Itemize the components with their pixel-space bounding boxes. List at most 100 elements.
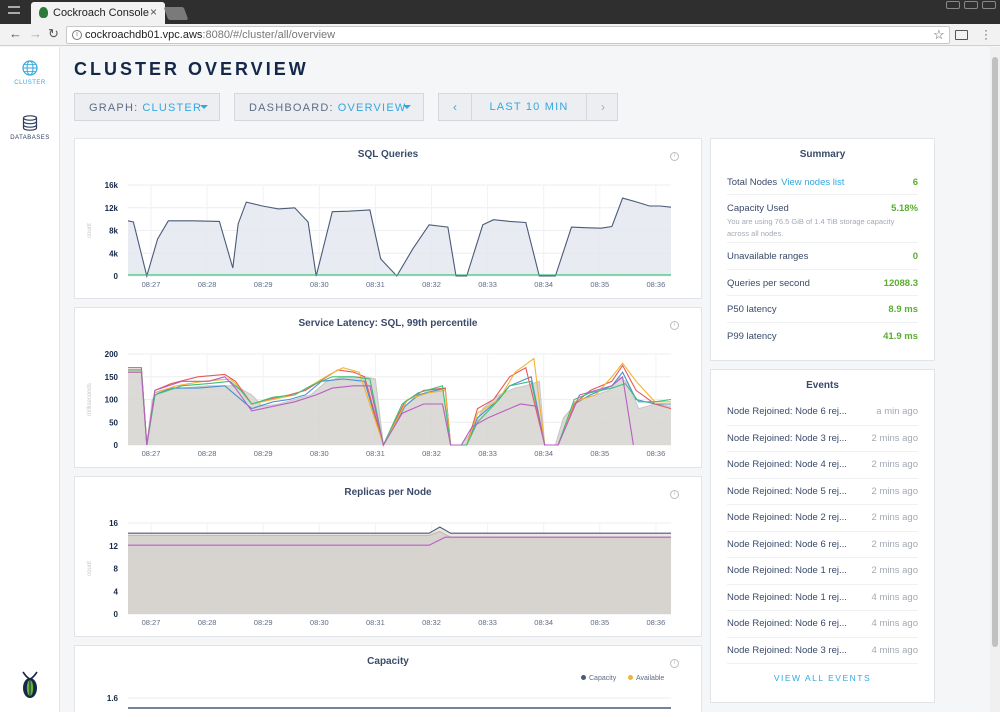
title-bar: Cockroach Console ×: [0, 0, 1000, 24]
summary-row-p50: P50 latency 8.9 ms: [727, 296, 918, 323]
y-tick-label: 150: [105, 373, 119, 382]
x-tick-label: 08:30: [310, 618, 329, 627]
x-tick-label: 08:29: [254, 280, 273, 289]
x-tick-label: 08:27: [142, 280, 161, 289]
page-scrollbar[interactable]: [990, 47, 1000, 712]
event-row[interactable]: Node Rejoined: Node 6 rej... 2 mins ago: [727, 532, 918, 558]
y-tick-label: 8: [114, 565, 119, 574]
time-range-selector: ‹ LAST 10 MIN ›: [438, 93, 618, 121]
info-icon[interactable]: i: [670, 321, 679, 330]
graph-dropdown[interactable]: GRAPH: CLUSTER: [74, 93, 220, 121]
event-time: 4 mins ago: [871, 618, 918, 629]
site-info-icon[interactable]: i: [72, 30, 82, 40]
url-input[interactable]: i cockroachdb01.vpc.aws:8080/#/cluster/a…: [66, 26, 950, 44]
dashboard-dropdown[interactable]: DASHBOARD: OVERVIEW: [234, 93, 424, 121]
chart-title: Service Latency: SQL, 99th percentile: [298, 318, 478, 329]
time-prev-button[interactable]: ‹: [453, 100, 457, 114]
chart-title: Replicas per Node: [344, 487, 432, 498]
minimize-window-icon[interactable]: [946, 1, 960, 9]
series-line: [128, 536, 671, 546]
browser-menu-icon[interactable]: · · ·: [984, 23, 988, 45]
x-tick-label: 08:34: [534, 449, 553, 458]
x-tick-label: 08:35: [590, 449, 609, 458]
summary-label: Queries per second: [727, 277, 810, 289]
event-row[interactable]: Node Rejoined: Node 3 rej... 4 mins ago: [727, 638, 918, 664]
cockroach-logo-icon[interactable]: [17, 670, 43, 700]
summary-value: 0: [912, 251, 918, 262]
event-row[interactable]: Node Rejoined: Node 6 rej... a min ago: [727, 399, 918, 426]
y-tick-label: 100: [105, 396, 119, 405]
summary-panel: Summary Total Nodes View nodes list 6 Cap…: [710, 138, 935, 361]
sidebar: CLUSTER DATABASES: [0, 47, 60, 712]
time-next-button[interactable]: ›: [601, 100, 605, 114]
chevron-down-icon: [403, 105, 411, 109]
chart-title: SQL Queries: [357, 149, 419, 160]
event-time: 2 mins ago: [871, 432, 918, 444]
cast-icon[interactable]: [955, 30, 968, 40]
summary-title: Summary: [799, 149, 846, 160]
x-tick-label: 08:27: [142, 618, 161, 627]
summary-row-total-nodes: Total Nodes View nodes list 6: [727, 169, 918, 195]
sidebar-item-label: CLUSTER: [14, 80, 46, 86]
summary-row-capacity-used: Capacity Used 5.18% You are using 76.5 G…: [727, 195, 918, 243]
event-row[interactable]: Node Rejoined: Node 1 rej... 2 mins ago: [727, 558, 918, 585]
close-tab-icon[interactable]: ×: [149, 5, 157, 19]
back-arrow-icon[interactable]: ←: [9, 26, 22, 41]
event-time: 4 mins ago: [871, 591, 918, 603]
window-menu-icon[interactable]: [8, 6, 20, 14]
event-row[interactable]: Node Rejoined: Node 1 rej... 4 mins ago: [727, 585, 918, 611]
sidebar-item-label: DATABASES: [10, 135, 50, 141]
info-icon[interactable]: i: [670, 490, 679, 499]
series-line: [127, 197, 672, 279]
x-tick-label: 08:28: [198, 449, 217, 458]
event-text: Node Rejoined: Node 5 rej...: [727, 485, 847, 497]
sidebar-item-cluster[interactable]: CLUSTER: [0, 60, 60, 86]
dashboard-value: OVERVIEW: [337, 102, 407, 114]
legend-label: Available: [636, 675, 665, 682]
chevron-down-icon: [200, 105, 208, 109]
time-range-label[interactable]: LAST 10 MIN: [471, 94, 587, 120]
maximize-window-icon[interactable]: [964, 1, 978, 9]
info-icon[interactable]: i: [670, 659, 679, 668]
event-row[interactable]: Node Rejoined: Node 5 rej... 2 mins ago: [727, 479, 918, 505]
close-window-icon[interactable]: [982, 1, 996, 9]
y-tick-label: 8k: [109, 227, 118, 236]
x-tick-label: 08:36: [647, 280, 666, 289]
summary-value: 41.9 ms: [883, 330, 918, 342]
y-axis-label: count: [87, 223, 93, 238]
reload-icon[interactable]: ↻: [48, 26, 59, 41]
info-icon[interactable]: i: [670, 152, 679, 161]
summary-value: 8.9 ms: [888, 304, 918, 315]
browser-tab[interactable]: Cockroach Console ×: [31, 2, 165, 24]
event-time: 2 mins ago: [871, 565, 918, 576]
x-tick-label: 08:33: [478, 618, 497, 627]
event-row[interactable]: Node Rejoined: Node 3 rej... 2 mins ago: [727, 426, 918, 452]
event-text: Node Rejoined: Node 3 rej...: [727, 432, 847, 444]
event-row[interactable]: Node Rejoined: Node 4 rej... 2 mins ago: [727, 452, 918, 479]
events-panel: Events Node Rejoined: Node 6 rej... a min…: [710, 369, 935, 703]
sidebar-item-databases[interactable]: DATABASES: [0, 115, 60, 141]
view-all-events-link[interactable]: VIEW ALL EVENTS: [773, 673, 872, 683]
x-tick-label: 08:32: [422, 449, 441, 458]
event-row[interactable]: Node Rejoined: Node 6 rej... 4 mins ago: [727, 611, 918, 638]
service-latency-chart: 200 150 100 50 0 08:27 08:28 08:29 08:30 08:31 08:…: [74, 307, 702, 468]
event-text: Node Rejoined: Node 6 rej...: [727, 618, 847, 629]
y-tick-label: 4: [114, 587, 119, 596]
event-text: Node Rejoined: Node 6 rej...: [727, 406, 847, 417]
new-tab-button[interactable]: [163, 7, 189, 20]
x-tick-label: 08:27: [142, 449, 161, 458]
y-tick-label: 0: [114, 441, 119, 450]
event-time: 2 mins ago: [871, 459, 918, 470]
sql-queries-plot: 16k 12k 8k 4k 0 08:27 08:28 08:29 08:30 08:31 08:3…: [87, 181, 672, 289]
forward-arrow-icon[interactable]: →: [29, 26, 42, 41]
series-line: [128, 357, 671, 447]
y-axis-label: count: [87, 561, 93, 576]
series-area: [128, 369, 671, 445]
view-nodes-list-link[interactable]: View nodes list: [781, 177, 845, 188]
summary-label: P99 latency: [727, 330, 777, 342]
event-row[interactable]: Node Rejoined: Node 2 rej... 2 mins ago: [727, 505, 918, 532]
bookmark-star-icon[interactable]: ☆: [933, 27, 945, 42]
scrollbar-thumb[interactable]: [992, 57, 998, 647]
x-tick-label: 08:29: [254, 449, 273, 458]
